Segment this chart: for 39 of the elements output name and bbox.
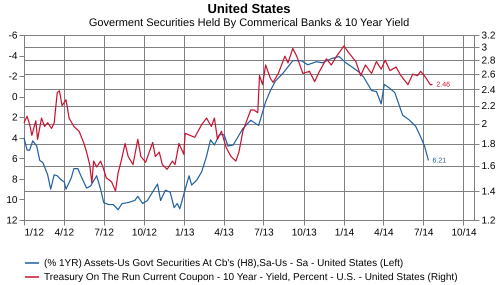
y-tick-label: 12 <box>6 216 18 226</box>
y2-tick-label: 2.8 <box>482 56 496 67</box>
y-tick-label: -6 <box>8 30 18 42</box>
y2-tick-label: 1.2 <box>482 216 496 226</box>
legend-label: Treasury On The Run Current Coupon - 10 Year - Yield, Percent - U.S. - United States (Right) <box>44 272 458 283</box>
y2-tick-label: 3.2 <box>482 30 496 42</box>
x-tick-label: 1/12 <box>24 228 44 238</box>
y2-tick-label: 2.4 <box>482 84 496 96</box>
y-tick-label: 4 <box>12 133 18 144</box>
chart-title: United States <box>207 1 291 16</box>
y-tick-label: 0 <box>12 92 18 104</box>
chart-subtitle: Goverment Securities Held By Commerical Banks & 10 Year Yield <box>88 17 410 29</box>
legend-label: (% 1YR) Assets-Us Govt Securities At Cb's (H8),Sa-Us - Sa - United States (Left) <box>44 258 404 269</box>
x-tick-label: 7/12 <box>94 228 114 238</box>
y2-tick-label: 2.6 <box>482 70 496 81</box>
x-tick-label: 1/14 <box>334 228 355 238</box>
x-tick-label: 4/12 <box>54 228 74 238</box>
y-tick-label: -4 <box>8 51 18 62</box>
x-tick-label: 7/14 <box>414 228 434 238</box>
x-tick-label: 4/13 <box>214 228 234 238</box>
y2-tick-label: 1.6 <box>482 161 496 172</box>
y-tick-label: 10 <box>6 194 18 206</box>
y-tick-label: 2 <box>12 112 18 124</box>
line-series <box>23 56 430 210</box>
y2-tick-label: 3 <box>482 42 488 54</box>
y-tick-label: 8 <box>12 174 18 186</box>
y2-tick-label: 1.4 <box>482 186 496 198</box>
y2-tick-label: 1.8 <box>482 139 496 150</box>
x-tick-label: 7/13 <box>254 228 274 238</box>
x-tick-label: 10/14 <box>451 228 477 238</box>
x-tick-label: 10/12 <box>132 228 158 238</box>
line-series <box>23 45 434 192</box>
x-tick-label: 10/13 <box>292 228 318 238</box>
y-tick-label: -2 <box>8 72 18 83</box>
x-tick-label: 1/13 <box>174 228 195 238</box>
y2-tick-label: 2.2 <box>482 101 496 112</box>
x-tick-label: 4/14 <box>374 228 394 238</box>
y-tick-label: 6 <box>12 154 18 165</box>
y2-tick-label: 2 <box>482 119 488 130</box>
